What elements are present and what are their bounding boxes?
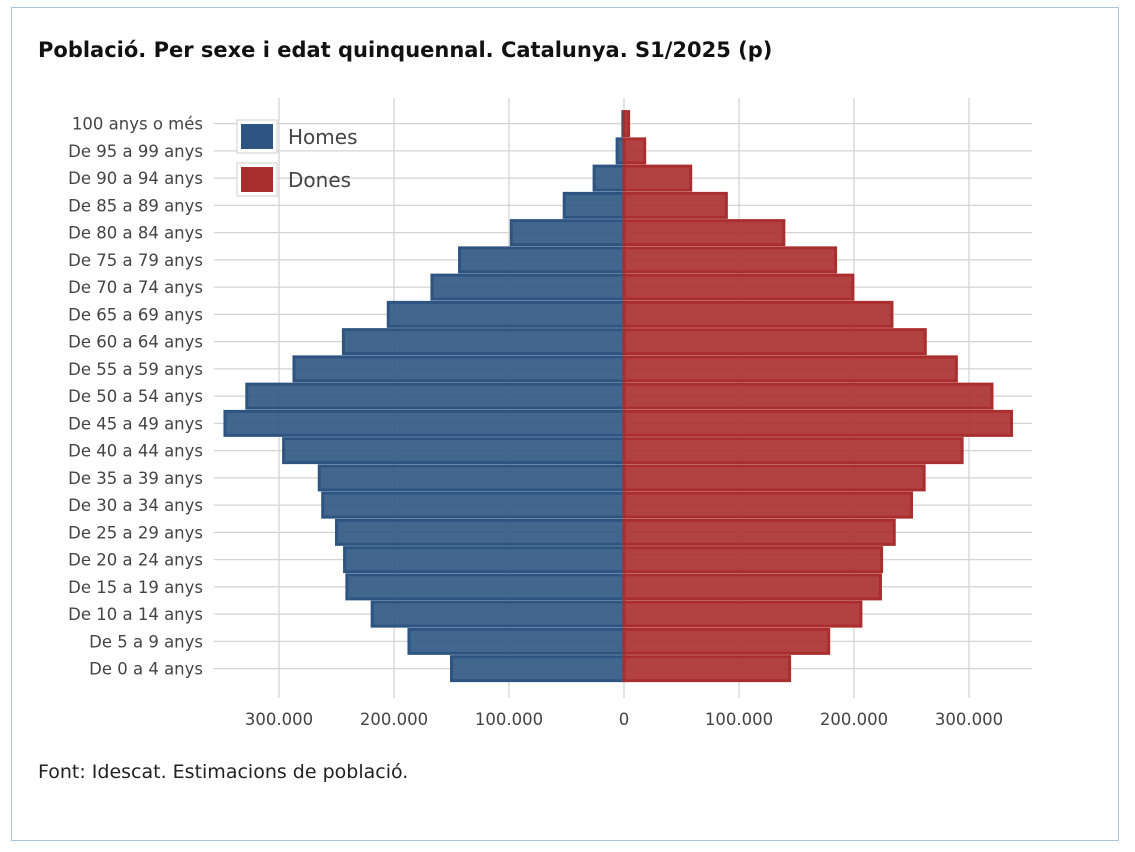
bar-dones: [622, 409, 1014, 437]
bar-dones: [622, 573, 882, 601]
y-tick-label: 100 anys o més: [72, 115, 203, 134]
y-tick-label: De 65 a 69 anys: [68, 305, 203, 324]
bar-dones: [622, 164, 693, 192]
bar-dones: [622, 110, 631, 138]
bar-homes: [430, 273, 626, 301]
bar-homes: [321, 491, 626, 519]
x-tick-label: 100.000: [705, 710, 773, 729]
bar-homes: [370, 600, 626, 628]
legend-swatch: [241, 124, 273, 149]
bar-homes: [562, 191, 626, 219]
bar-homes: [292, 355, 626, 383]
x-axis-labels: 300.000 200.000 100.000 0 100.000 200.000 300.…: [245, 710, 1003, 729]
legend-label: Homes: [288, 125, 357, 149]
bar-homes: [223, 409, 626, 437]
bar-dones: [622, 600, 863, 628]
chart-title: Població. Per sexe i edat quinquennal. C…: [38, 38, 773, 62]
bar-dones: [622, 191, 728, 219]
y-tick-label: De 45 a 49 anys: [68, 414, 203, 433]
y-tick-label: De 55 a 59 anys: [68, 360, 203, 379]
bar-homes: [458, 246, 626, 274]
bar-homes: [345, 573, 626, 601]
x-tick-label: 300.000: [935, 710, 1003, 729]
y-tick-label: De 80 a 84 anys: [68, 224, 203, 243]
bar-homes: [386, 300, 626, 328]
x-tick-label: 100.000: [475, 710, 543, 729]
bar-homes: [341, 328, 626, 356]
y-tick-label: De 25 a 29 anys: [68, 523, 203, 542]
bar-dones: [622, 246, 838, 274]
y-tick-label: De 50 a 54 anys: [68, 387, 203, 406]
x-tick-label: 0: [619, 710, 630, 729]
bar-dones: [622, 437, 964, 465]
legend-swatch: [241, 167, 273, 192]
y-tick-label: De 35 a 39 anys: [68, 469, 203, 488]
bar-dones: [622, 219, 786, 247]
bar-dones: [622, 137, 647, 165]
y-tick-label: De 70 a 74 anys: [68, 278, 203, 297]
bar-dones: [622, 518, 896, 546]
bar-dones: [622, 355, 958, 383]
bar-homes: [407, 627, 626, 655]
bar-homes: [509, 219, 626, 247]
bar-dones: [622, 546, 884, 574]
bar-dones: [622, 328, 927, 356]
y-tick-label: De 5 a 9 anys: [89, 632, 203, 651]
source-note: Font: Idescat. Estimacions de població.: [38, 761, 409, 783]
bar-homes: [245, 382, 626, 410]
bars: [223, 110, 1014, 683]
y-tick-label: De 15 a 19 anys: [68, 578, 203, 597]
bar-homes: [343, 546, 626, 574]
bar-homes: [335, 518, 626, 546]
bar-dones: [622, 655, 792, 683]
x-tick-label: 200.000: [820, 710, 888, 729]
x-tick-label: 300.000: [245, 710, 313, 729]
bar-dones: [622, 627, 831, 655]
y-tick-label: De 90 a 94 anys: [68, 169, 203, 188]
bar-homes: [450, 655, 626, 683]
y-axis-labels: De 0 a 4 anys De 5 a 9 anys De 10 a 14 any…: [68, 115, 203, 679]
y-tick-label: De 30 a 34 anys: [68, 496, 203, 515]
y-tick-label: De 60 a 64 anys: [68, 333, 203, 352]
bar-dones: [622, 273, 855, 301]
y-tick-label: De 40 a 44 anys: [68, 442, 203, 461]
y-tick-label: De 85 a 89 anys: [68, 196, 203, 215]
y-tick-label: De 20 a 24 anys: [68, 551, 203, 570]
y-tick-label: De 10 a 14 anys: [68, 605, 203, 624]
x-tick-label: 200.000: [360, 710, 428, 729]
legend: Homes Dones: [236, 119, 357, 197]
bar-homes: [282, 437, 626, 465]
legend-label: Dones: [288, 168, 351, 192]
y-tick-label: De 95 a 99 anys: [68, 142, 203, 161]
y-tick-label: De 75 a 79 anys: [68, 251, 203, 270]
bar-dones: [622, 382, 994, 410]
bar-homes: [592, 164, 626, 192]
bar-dones: [622, 464, 926, 492]
bar-homes: [317, 464, 626, 492]
bar-dones: [622, 300, 894, 328]
bar-dones: [622, 491, 913, 519]
y-tick-label: De 0 a 4 anys: [89, 660, 203, 679]
